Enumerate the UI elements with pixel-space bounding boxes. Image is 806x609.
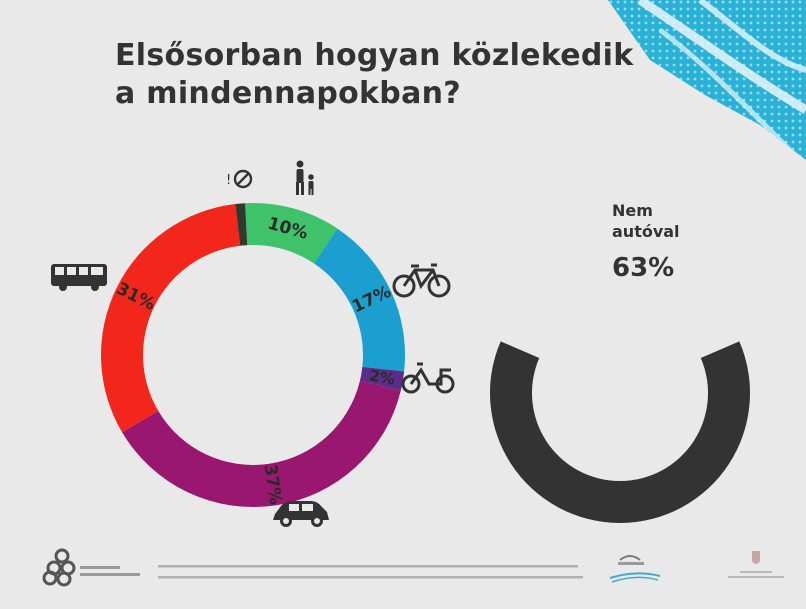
government-crest-logo [728, 551, 784, 578]
pedestrian-icon [296, 160, 314, 195]
shell-logo [609, 555, 661, 583]
chart-title-line-2: a mindennapokban? [115, 76, 461, 111]
transport-donut-chart: 10%17%2%37%31% [100, 203, 405, 508]
gauge-value-label: 63% [612, 253, 675, 283]
bicycle-icon [392, 263, 451, 298]
donut-slice-label: 2% [368, 366, 396, 388]
footer-fine-print [158, 565, 583, 579]
gauge-arc [490, 341, 751, 523]
donut-slice-17pct [314, 228, 405, 372]
bus-icon [51, 264, 107, 291]
donut-slice-37pct [122, 380, 401, 508]
gauge-label-line-2: autóval [612, 222, 680, 241]
donut-slice-none [235, 203, 248, 246]
moped-icon [401, 362, 455, 394]
chart-title-line-1: Elsősorban hogyan közlekedik [115, 38, 634, 73]
gauge-label-line-1: Nem [612, 201, 653, 220]
not-by-car-gauge [490, 341, 751, 523]
svg-text:!: ! [226, 173, 231, 188]
car-icon [273, 501, 329, 527]
donut-slice-31pct [100, 204, 241, 433]
donut-slice-10pct [245, 203, 338, 264]
mobility-logo [42, 548, 76, 587]
logo-wordmark-lines [80, 566, 140, 576]
no-travel-icon: ! [226, 169, 253, 189]
donut-slice-2pct [359, 366, 405, 391]
